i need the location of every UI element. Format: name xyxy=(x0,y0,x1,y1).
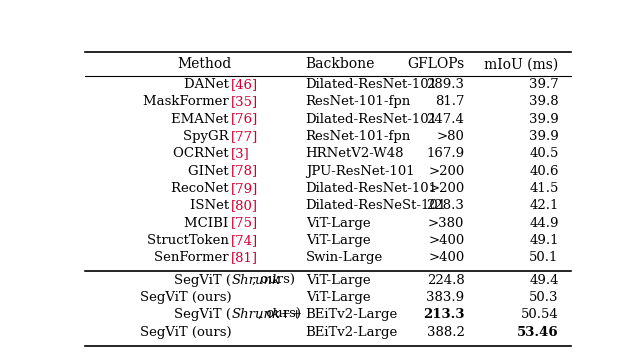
Text: 228.3: 228.3 xyxy=(426,199,465,212)
Text: mIoU (ms): mIoU (ms) xyxy=(484,57,559,71)
Text: [79]: [79] xyxy=(231,182,259,195)
Text: ViT-Large: ViT-Large xyxy=(306,234,371,247)
Text: 39.9: 39.9 xyxy=(529,113,559,126)
Text: SegViT (ours): SegViT (ours) xyxy=(140,291,231,304)
Text: 39.7: 39.7 xyxy=(529,78,559,91)
Text: [76]: [76] xyxy=(231,113,259,126)
Text: [80]: [80] xyxy=(231,199,259,212)
Text: Shrunk: Shrunk xyxy=(231,274,280,286)
Text: 41.5: 41.5 xyxy=(529,182,559,195)
Text: Shrunk++: Shrunk++ xyxy=(231,308,303,321)
Text: [3]: [3] xyxy=(231,147,250,160)
Text: SegViT (ours): SegViT (ours) xyxy=(140,326,231,339)
Text: SegViT (: SegViT ( xyxy=(174,308,231,321)
Text: GFLOPs: GFLOPs xyxy=(407,57,465,71)
Text: SenFormer: SenFormer xyxy=(154,251,231,264)
Text: Dilated-ResNet-101: Dilated-ResNet-101 xyxy=(306,182,438,195)
Text: [46]: [46] xyxy=(231,78,259,91)
Text: >380: >380 xyxy=(428,216,465,229)
Text: , ours): , ours) xyxy=(259,308,301,321)
Text: , ours): , ours) xyxy=(252,274,294,286)
Text: ViT-Large: ViT-Large xyxy=(306,216,371,229)
Text: 81.7: 81.7 xyxy=(435,95,465,108)
Text: JPU-ResNet-101: JPU-ResNet-101 xyxy=(306,164,414,178)
Text: 39.9: 39.9 xyxy=(529,130,559,143)
Text: 49.4: 49.4 xyxy=(529,274,559,286)
Text: 50.54: 50.54 xyxy=(521,308,559,321)
Text: ViT-Large: ViT-Large xyxy=(306,274,371,286)
Text: >200: >200 xyxy=(428,164,465,178)
Text: >80: >80 xyxy=(436,130,465,143)
Text: 42.1: 42.1 xyxy=(529,199,559,212)
Text: [75]: [75] xyxy=(231,216,259,229)
Text: 49.1: 49.1 xyxy=(529,234,559,247)
Text: SegViT (: SegViT ( xyxy=(174,274,231,286)
Text: MaskFormer: MaskFormer xyxy=(143,95,231,108)
Text: Dilated-ResNet-101: Dilated-ResNet-101 xyxy=(306,78,438,91)
Text: BEiTv2-Large: BEiTv2-Large xyxy=(306,308,398,321)
Text: 213.3: 213.3 xyxy=(423,308,465,321)
Text: [35]: [35] xyxy=(231,95,259,108)
Text: Dilated-ResNeSt-101: Dilated-ResNeSt-101 xyxy=(306,199,447,212)
Text: StructToken: StructToken xyxy=(147,234,231,247)
Text: Dilated-ResNet-101: Dilated-ResNet-101 xyxy=(306,113,438,126)
Text: HRNetV2-W48: HRNetV2-W48 xyxy=(306,147,404,160)
Text: 40.6: 40.6 xyxy=(529,164,559,178)
Text: Swin-Large: Swin-Large xyxy=(306,251,383,264)
Text: BEiTv2-Large: BEiTv2-Large xyxy=(306,326,398,339)
Text: 50.3: 50.3 xyxy=(529,291,559,304)
Text: >200: >200 xyxy=(428,182,465,195)
Text: 40.5: 40.5 xyxy=(529,147,559,160)
Text: 50.1: 50.1 xyxy=(529,251,559,264)
Text: 167.9: 167.9 xyxy=(426,147,465,160)
Text: ViT-Large: ViT-Large xyxy=(306,291,371,304)
Text: 224.8: 224.8 xyxy=(427,274,465,286)
Text: >400: >400 xyxy=(428,251,465,264)
Text: 39.8: 39.8 xyxy=(529,95,559,108)
Text: >400: >400 xyxy=(428,234,465,247)
Text: Backbone: Backbone xyxy=(306,57,375,71)
Text: EMANet: EMANet xyxy=(171,113,231,126)
Text: OCRNet: OCRNet xyxy=(173,147,231,160)
Text: Method: Method xyxy=(177,57,231,71)
Text: [77]: [77] xyxy=(231,130,259,143)
Text: SpyGR: SpyGR xyxy=(183,130,231,143)
Text: [81]: [81] xyxy=(231,251,259,264)
Text: 289.3: 289.3 xyxy=(426,78,465,91)
Text: DANet: DANet xyxy=(184,78,231,91)
Text: 388.2: 388.2 xyxy=(426,326,465,339)
Text: RecoNet: RecoNet xyxy=(171,182,231,195)
Text: [78]: [78] xyxy=(231,164,259,178)
Text: ResNet-101-fpn: ResNet-101-fpn xyxy=(306,130,411,143)
Text: 247.4: 247.4 xyxy=(426,113,465,126)
Text: [74]: [74] xyxy=(231,234,259,247)
Text: ResNet-101-fpn: ResNet-101-fpn xyxy=(306,95,411,108)
Text: ISNet: ISNet xyxy=(189,199,231,212)
Text: 44.9: 44.9 xyxy=(529,216,559,229)
Text: 53.46: 53.46 xyxy=(517,326,559,339)
Text: GINet: GINet xyxy=(188,164,231,178)
Text: MCIBI: MCIBI xyxy=(184,216,231,229)
Text: 383.9: 383.9 xyxy=(426,291,465,304)
